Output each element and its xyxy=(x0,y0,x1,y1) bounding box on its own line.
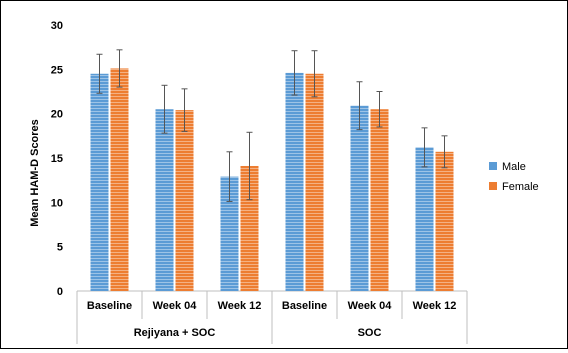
x-category-label: Week 04 xyxy=(348,300,393,312)
y-tick-label: 15 xyxy=(51,153,63,165)
male-bar xyxy=(155,109,174,291)
y-tick-label: 25 xyxy=(51,64,63,76)
x-group-label: SOC xyxy=(358,327,382,339)
male-bar xyxy=(285,72,304,291)
y-tick-label: 10 xyxy=(51,197,63,209)
legend-label: Female xyxy=(502,181,539,193)
male-bar xyxy=(220,176,239,291)
y-tick-label: 20 xyxy=(51,109,63,121)
y-tick-label: 0 xyxy=(57,286,63,298)
x-category-label: Baseline xyxy=(282,300,327,312)
legend-label: Male xyxy=(502,161,526,173)
female-bar xyxy=(370,109,389,291)
female-bar xyxy=(435,151,454,291)
x-category-label: Week 04 xyxy=(153,300,198,312)
y-axis-label: Mean HAM-D Scores xyxy=(29,119,41,227)
male-legend-swatch xyxy=(489,162,497,170)
y-tick-label: 30 xyxy=(51,20,63,32)
male-bar xyxy=(415,147,434,291)
bar-chart: 0 5 10 15 20 25 30 Baseline Week 04 Week 12 Baseli… xyxy=(29,20,539,344)
x-category-label: Baseline xyxy=(87,300,132,312)
female-bar xyxy=(110,68,129,292)
female-bar xyxy=(175,110,194,292)
female-bar xyxy=(240,165,259,291)
female-legend-swatch xyxy=(489,182,497,190)
x-group-label: Rejiyana + SOC xyxy=(134,327,216,339)
x-category-label: Week 12 xyxy=(413,300,457,312)
male-bar xyxy=(90,73,109,292)
legend: Male Female xyxy=(489,161,539,193)
male-bar xyxy=(350,105,369,291)
x-category-label: Week 12 xyxy=(218,300,262,312)
y-tick-label: 5 xyxy=(57,242,63,254)
female-bar xyxy=(305,73,324,292)
